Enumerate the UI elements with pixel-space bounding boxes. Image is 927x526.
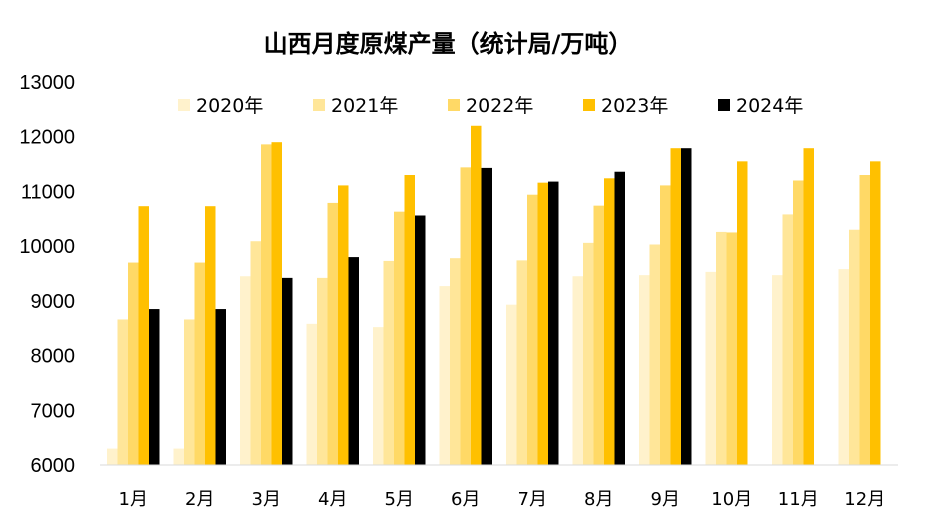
bar-2022年-4月 [327, 202, 338, 466]
bar-2023年-12月 [870, 161, 881, 465]
bar-2022年-5月 [394, 211, 405, 465]
y-axis-ticks: 6000 7000 8000 9000 10000 11000 12000 13000 [19, 72, 75, 477]
bar-2024年-8月 [614, 171, 625, 466]
legend-swatch [448, 99, 460, 111]
bar-2022年-9月 [660, 185, 671, 465]
bar-2024年-4月 [348, 257, 359, 465]
bar-2022年-11月 [793, 180, 804, 466]
x-category-label: 8月 [584, 489, 613, 510]
legend-label: 2022年 [466, 95, 533, 117]
bar-2022年-6月 [460, 167, 471, 465]
x-category-label: 7月 [518, 489, 547, 510]
bar-2021年-2月 [184, 319, 195, 465]
legend-label: 2024年 [736, 95, 803, 117]
bar-2022年-7月 [527, 194, 538, 465]
x-category-label: 5月 [385, 489, 414, 510]
bar-2022年-3月 [261, 144, 272, 465]
x-category-label: 9月 [651, 489, 680, 510]
bar-2023年-11月 [803, 148, 814, 465]
bar-2023年-10月 [737, 161, 748, 465]
bar-2022年-1月 [128, 262, 139, 465]
bar-2022年-8月 [593, 205, 604, 465]
bar-2020年-6月 [439, 286, 450, 465]
bar-2024年-9月 [681, 148, 692, 465]
y-tick-label: 12000 [19, 127, 75, 149]
y-tick-label: 6000 [31, 455, 76, 477]
y-tick-label: 13000 [19, 72, 75, 94]
x-category-label: 1月 [119, 489, 148, 510]
legend-swatch [313, 99, 325, 111]
bar-2021年-5月 [383, 260, 394, 465]
x-category-label: 2月 [185, 489, 214, 510]
legend-label: 2020年 [196, 95, 263, 117]
bar-2021年-9月 [649, 244, 660, 465]
bar-2020年-1月 [107, 448, 118, 465]
bar-2021年-7月 [516, 260, 527, 465]
bar-2021年-11月 [782, 214, 793, 465]
bar-2021年-4月 [317, 277, 328, 465]
bar-2023年-1月 [138, 206, 149, 465]
x-category-label: 11月 [778, 489, 819, 510]
x-category-label: 12月 [844, 489, 885, 510]
bar-2020年-3月 [240, 276, 251, 465]
legend-label: 2021年 [331, 95, 398, 117]
bar-2023年-8月 [604, 178, 615, 466]
bar-2022年-2月 [194, 262, 205, 465]
x-category-label: 10月 [711, 489, 752, 510]
bar-2023年-2月 [205, 206, 216, 465]
bar-2024年-2月 [215, 309, 226, 465]
chart-title: 山西月度原煤产量（统计局/万吨） [264, 30, 633, 58]
legend-label: 2023年 [601, 95, 668, 117]
bar-2023年-9月 [670, 148, 681, 465]
bar-2023年-6月 [471, 125, 482, 466]
bar-2021年-3月 [250, 241, 261, 465]
bar-2020年-10月 [705, 271, 716, 465]
y-tick-label: 10000 [19, 236, 75, 258]
bar-2024年-3月 [282, 277, 293, 465]
x-category-label: 6月 [451, 489, 480, 510]
bar-2021年-6月 [450, 258, 461, 465]
bar-2023年-5月 [404, 175, 415, 465]
legend-swatch [718, 99, 730, 111]
bar-2020年-2月 [173, 448, 184, 465]
bar-2024年-5月 [415, 215, 426, 465]
legend: 2020年 2021年 2022年 2023年 2024年 [178, 95, 803, 117]
bar-2021年-1月 [117, 319, 128, 465]
bar-2022年-10月 [726, 232, 737, 465]
y-tick-label: 7000 [31, 400, 76, 422]
bar-2021年-12月 [849, 229, 860, 465]
legend-swatch [583, 99, 595, 111]
y-tick-label: 8000 [31, 346, 76, 368]
x-axis-categories: 1月 2月 3月 4月 5月 6月 7月 8月 9月 10月 11月 12月 [119, 489, 886, 510]
bar-2023年-4月 [338, 185, 349, 465]
bar-2020年-11月 [772, 275, 783, 465]
bar-2020年-8月 [572, 276, 583, 465]
bar-2020年-9月 [639, 275, 650, 465]
bar-2023年-7月 [537, 182, 548, 466]
bar-2020年-4月 [306, 323, 317, 465]
x-category-label: 3月 [252, 489, 281, 510]
bar-2020年-7月 [506, 304, 517, 465]
y-tick-label: 9000 [31, 291, 76, 313]
bar-2020年-12月 [838, 269, 849, 465]
bar-2022年-12月 [859, 175, 870, 465]
y-tick-label: 11000 [21, 181, 75, 203]
legend-swatch [178, 99, 190, 111]
bar-2024年-7月 [548, 181, 559, 465]
bars [107, 125, 881, 466]
x-category-label: 4月 [318, 489, 347, 510]
bar-2024年-6月 [481, 167, 492, 465]
bar-2024年-1月 [149, 309, 160, 465]
bar-2021年-10月 [716, 231, 727, 465]
bar-2020年-5月 [373, 327, 384, 465]
bar-2021年-8月 [583, 242, 594, 465]
bar-2023年-3月 [271, 142, 282, 465]
